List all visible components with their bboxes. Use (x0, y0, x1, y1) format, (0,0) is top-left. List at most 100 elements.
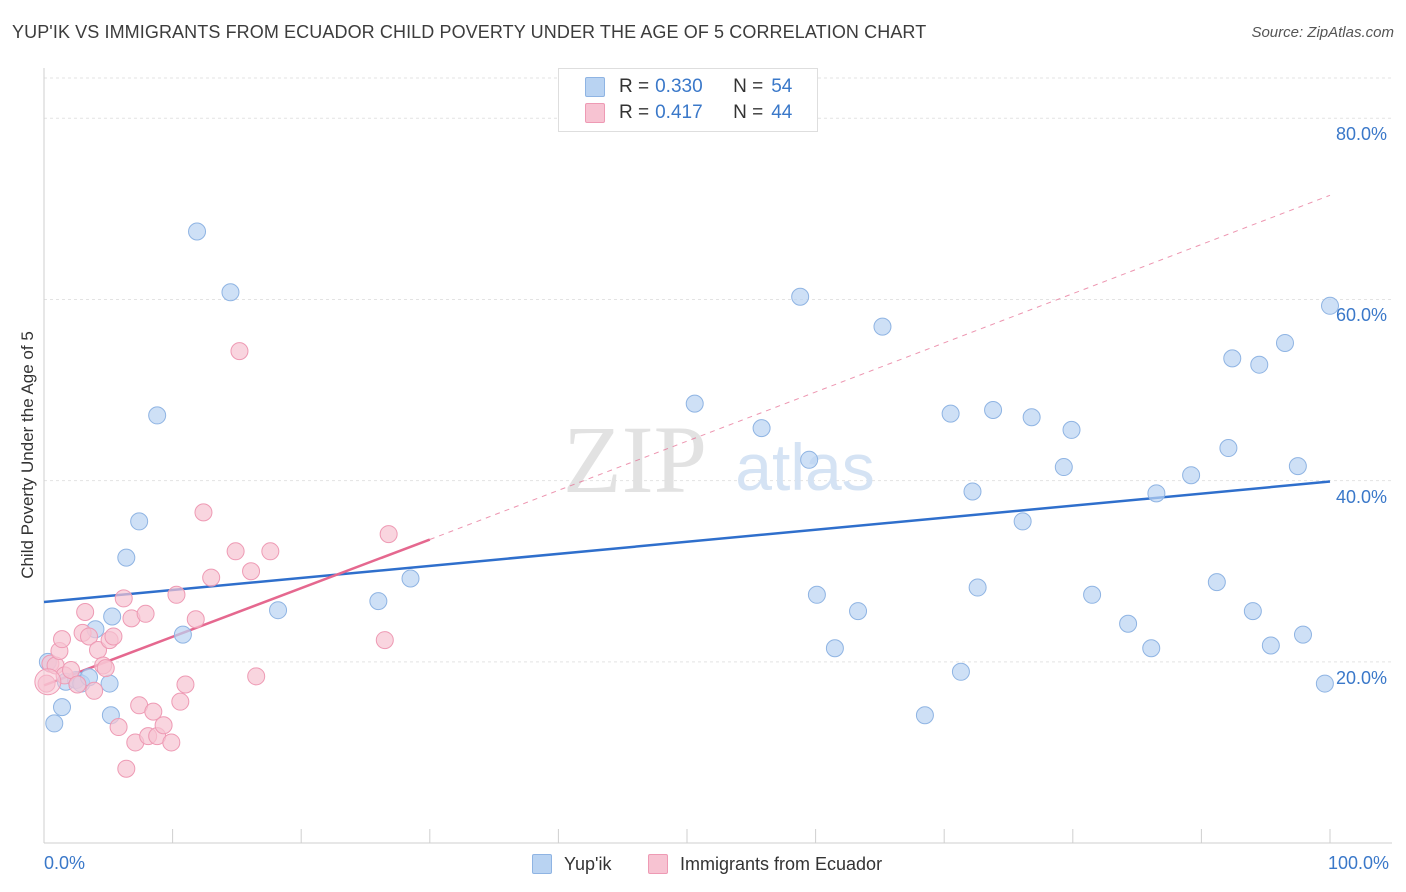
legend-r-value: 0.417 (655, 102, 703, 123)
yupik-point (53, 698, 72, 717)
legend-n-label: N = (733, 102, 764, 123)
x-tick-label-min: 0.0% (44, 853, 86, 873)
y-tick-label: 80.0% (1336, 124, 1388, 145)
source-label: Source: ZipAtlas.com (1251, 24, 1394, 41)
yupik-point (1083, 585, 1102, 604)
yupik-point (791, 287, 810, 306)
bottom-legend-swatch-pink (648, 854, 668, 874)
legend-swatch-blue (585, 77, 605, 97)
yupik-trend-line (43, 480, 1331, 604)
yupik-point (873, 317, 892, 336)
yupik-point (188, 222, 207, 241)
legend-n-value: 54 (771, 76, 793, 97)
ecuador-point (230, 342, 249, 361)
yupik-point (963, 482, 982, 501)
axes (43, 68, 1392, 844)
yupik-point (915, 706, 934, 725)
bottom-legend-label-ecuador: Immigrants from Ecuador (680, 853, 883, 874)
ecuador-point (247, 667, 266, 686)
yupik-point (1219, 439, 1238, 458)
legend-r-label: R = (619, 76, 650, 97)
y-axis-label: Child Poverty Under the Age of 5 (18, 331, 37, 579)
ecuador-point (53, 630, 72, 649)
ecuador-point (242, 562, 261, 581)
yupik-point (1022, 408, 1041, 427)
y-tick-label: 40.0% (1336, 486, 1388, 507)
bottom-legend-swatch-blue (532, 854, 552, 874)
ecuador-point (162, 733, 181, 752)
chart-title: YUP'IK VS IMMIGRANTS FROM ECUADOR CHILD … (12, 22, 927, 42)
yupik-point (1315, 674, 1334, 693)
bottom-legend-ecuador: Immigrants from Ecuador (648, 852, 882, 876)
yupik-point (951, 662, 970, 681)
yupik-point (401, 569, 420, 588)
ecuador-point (144, 702, 163, 721)
bottom-legend-yupik: Yup'ik (532, 852, 611, 876)
yupik-point (1207, 573, 1226, 592)
ecuador-point (202, 568, 221, 587)
yupik-point (984, 400, 1003, 419)
legend-r-label: R = (619, 102, 650, 123)
ecuador-point (375, 631, 394, 650)
yupik-point (173, 625, 192, 644)
yupik-point (1288, 457, 1307, 476)
legend-n-value: 44 (771, 102, 793, 123)
yupik-point (825, 639, 844, 658)
y-tick-label: 60.0% (1336, 305, 1388, 326)
yupik-point (1147, 484, 1166, 503)
ecuador-point (114, 589, 133, 608)
yupik-point (1062, 420, 1081, 439)
yupik-point (1182, 466, 1201, 485)
ecuador-point (96, 659, 115, 678)
ecuador-point (176, 675, 195, 694)
legend-row-yupik: R = 0.330 N = 54 (585, 75, 792, 99)
yupik-point (1293, 625, 1312, 644)
yupik-point (807, 585, 826, 604)
yupik-point (221, 283, 240, 302)
yupik-point (1275, 333, 1294, 352)
yupik-point (1321, 296, 1339, 315)
legend-n-label: N = (733, 76, 764, 97)
ecuador-point (379, 525, 398, 544)
yupik-point (1142, 639, 1161, 658)
ecuador-point (167, 585, 186, 604)
yupik-point (45, 714, 64, 733)
bottom-legend-label-yupik: Yup'ik (564, 853, 612, 874)
yupik-point (685, 394, 704, 413)
yupik-point (148, 406, 167, 425)
ecuador-point (226, 542, 245, 561)
yupik-point (100, 674, 119, 693)
yupik-point (800, 450, 819, 469)
yupik-point (1054, 458, 1073, 477)
data-points (34, 222, 1339, 778)
ecuador-point (104, 627, 123, 646)
ecuador-point (194, 503, 213, 522)
yupik-point (103, 607, 122, 626)
ecuador-point (171, 692, 190, 711)
ecuador-point (117, 759, 136, 778)
ecuador-point (154, 716, 173, 735)
legend-r-value: 0.330 (655, 76, 703, 97)
ecuador-trend-extension (429, 194, 1331, 540)
ecuador-point-large (34, 668, 62, 696)
legend-box: R = 0.330 N = 54 R = 0.417 N = 44 (558, 68, 818, 132)
y-tick-label: 20.0% (1336, 667, 1388, 688)
yupik-point (1013, 512, 1032, 531)
ecuador-point (109, 718, 128, 737)
yupik-point (1261, 636, 1280, 655)
ecuador-point (80, 627, 99, 646)
legend-swatch-pink (585, 103, 605, 123)
yupik-point (752, 419, 771, 438)
yupik-point (269, 601, 288, 620)
x-tick-label-max: 100.0% (1328, 853, 1390, 873)
ecuador-point (68, 675, 87, 694)
yupik-point (117, 548, 136, 567)
yupik-point (130, 512, 149, 531)
yupik-point (941, 404, 960, 423)
yupik-point (369, 592, 388, 611)
legend-row-ecuador: R = 0.417 N = 44 (585, 101, 792, 125)
ecuador-point (85, 681, 104, 700)
yupik-point (1243, 602, 1262, 621)
yupik-point (849, 602, 868, 621)
